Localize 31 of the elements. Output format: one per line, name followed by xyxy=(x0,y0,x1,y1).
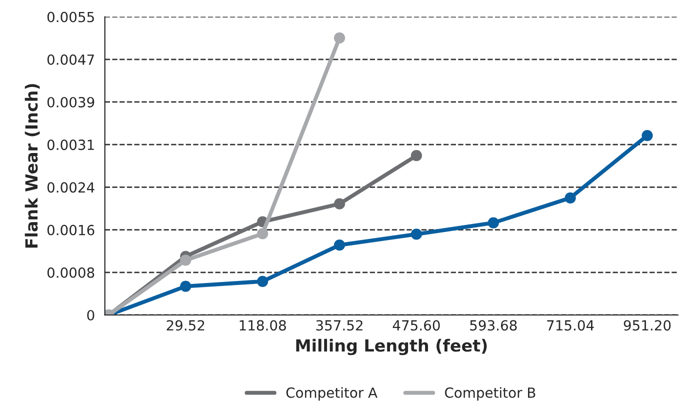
point xyxy=(180,254,192,266)
y-tick-label: 0.0016 xyxy=(47,224,94,236)
point xyxy=(564,192,576,204)
x-tick-label: 715.04 xyxy=(547,320,594,331)
legend-label: Competitor A xyxy=(286,387,378,401)
point xyxy=(257,276,268,287)
x-tick-label: 951.20 xyxy=(624,320,671,331)
y-tick-label: 0.0047 xyxy=(47,54,94,65)
point xyxy=(642,130,653,142)
y-tick-label: 0 xyxy=(87,310,94,320)
legend-label: Competitor B xyxy=(444,387,536,401)
y-tick-label: 0.0008 xyxy=(47,267,94,278)
point xyxy=(488,217,499,228)
x-tick-label: 475.60 xyxy=(392,320,440,331)
point xyxy=(410,150,422,162)
point xyxy=(410,228,422,240)
point xyxy=(334,198,346,210)
x-tick-label: 118.08 xyxy=(240,320,286,331)
y-axis-title: Flank Wear (Inch) xyxy=(24,84,40,248)
y-tick-label: 0.0031 xyxy=(47,140,94,150)
x-axis-title: Milling Length (feet) xyxy=(296,338,487,356)
y-tick-label: 0.0024 xyxy=(47,182,94,193)
point xyxy=(334,32,346,44)
y-tick-label: 0.0055 xyxy=(47,12,94,22)
x-tick-label: 29.52 xyxy=(166,320,204,331)
x-tick-label: 593.68 xyxy=(470,320,517,331)
x-tick-label: 357.52 xyxy=(316,320,362,331)
point xyxy=(334,240,346,251)
point xyxy=(257,228,268,240)
y-tick-label: 0.0039 xyxy=(47,96,94,108)
point xyxy=(180,280,192,292)
